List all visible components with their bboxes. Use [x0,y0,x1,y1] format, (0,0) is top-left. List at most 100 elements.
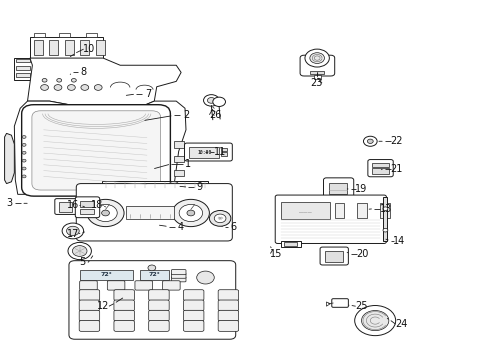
Bar [34,40,42,55]
Circle shape [72,246,87,256]
FancyBboxPatch shape [114,300,134,311]
FancyBboxPatch shape [107,281,124,290]
Bar [221,148,226,151]
Circle shape [305,49,329,67]
Circle shape [214,214,225,223]
Text: 11: 11 [214,147,226,157]
Text: 8: 8 [81,67,86,77]
Bar [16,59,30,62]
FancyBboxPatch shape [183,290,203,301]
Text: 18: 18 [91,200,103,210]
Bar [371,163,388,167]
Circle shape [22,143,26,146]
Bar [102,181,208,189]
Bar [173,141,183,148]
FancyBboxPatch shape [275,195,386,243]
Circle shape [22,167,26,170]
Bar [221,152,226,156]
FancyBboxPatch shape [218,300,238,311]
Text: 4: 4 [178,222,184,231]
FancyBboxPatch shape [21,105,170,196]
Circle shape [363,136,376,146]
Bar [281,241,300,247]
Circle shape [382,207,387,211]
Circle shape [81,85,88,90]
FancyBboxPatch shape [79,310,100,321]
FancyBboxPatch shape [148,290,169,301]
Text: 20: 20 [356,248,368,258]
Bar [126,206,174,220]
FancyBboxPatch shape [183,310,203,321]
Bar [80,209,94,215]
Bar [86,33,97,37]
Bar [16,66,30,69]
Circle shape [361,311,388,330]
Bar [80,270,133,280]
Circle shape [366,139,372,143]
FancyBboxPatch shape [183,320,203,331]
Circle shape [66,226,79,235]
Circle shape [67,85,75,90]
Circle shape [172,199,209,226]
Circle shape [309,53,324,63]
FancyBboxPatch shape [114,310,134,321]
FancyBboxPatch shape [76,184,232,241]
FancyBboxPatch shape [331,299,347,307]
Circle shape [94,204,117,222]
Text: 25: 25 [355,301,367,311]
Bar [34,33,44,37]
Text: 72°: 72° [148,272,160,277]
Polygon shape [4,134,14,184]
FancyBboxPatch shape [148,310,169,321]
Bar [371,168,388,174]
Polygon shape [14,101,185,194]
FancyBboxPatch shape [171,270,185,275]
FancyBboxPatch shape [218,310,238,321]
Text: 5: 5 [79,257,85,267]
Bar [80,40,89,55]
FancyBboxPatch shape [55,199,77,215]
Circle shape [212,97,225,107]
Circle shape [179,204,202,222]
FancyBboxPatch shape [148,320,169,331]
Bar [379,203,389,218]
Bar [310,71,324,74]
Circle shape [42,78,47,82]
Text: 9: 9 [196,182,203,192]
Bar [96,40,104,55]
Bar [173,170,183,176]
Text: 3: 3 [6,198,13,208]
Bar [140,270,168,280]
Circle shape [54,85,62,90]
Text: ___: ___ [299,207,311,213]
FancyBboxPatch shape [69,261,235,339]
FancyBboxPatch shape [114,320,134,331]
FancyBboxPatch shape [367,159,392,177]
Circle shape [41,85,48,90]
Circle shape [71,78,76,82]
FancyBboxPatch shape [114,290,134,301]
Polygon shape [27,58,181,108]
Bar [80,201,94,207]
Circle shape [354,306,395,336]
FancyBboxPatch shape [80,281,97,290]
Text: 10: 10 [83,44,95,54]
Text: 14: 14 [393,236,405,246]
Text: 16: 16 [66,200,79,210]
Text: 12: 12 [97,301,109,311]
Circle shape [102,210,109,216]
Bar [283,242,297,246]
Circle shape [168,181,178,189]
Circle shape [87,199,124,226]
Bar [281,202,329,219]
Bar [328,183,346,194]
Text: 24: 24 [394,319,407,329]
Circle shape [207,98,215,103]
FancyBboxPatch shape [75,197,100,218]
Bar [173,156,183,162]
Circle shape [186,210,194,216]
Circle shape [62,223,83,239]
Bar [65,40,73,55]
FancyBboxPatch shape [79,320,100,331]
Bar [357,203,366,218]
